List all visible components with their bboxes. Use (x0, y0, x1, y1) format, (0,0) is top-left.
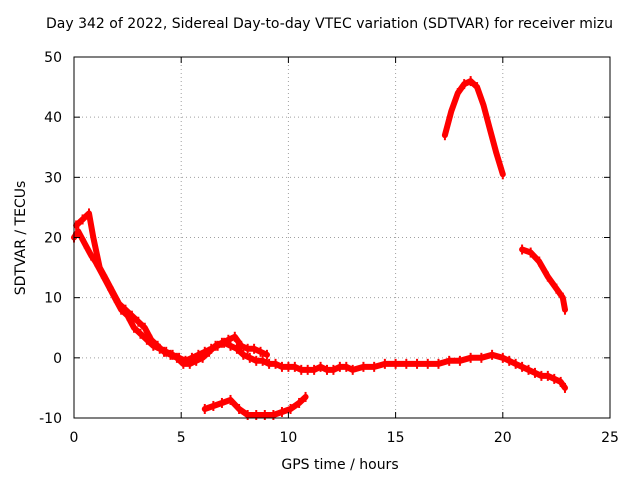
y-tick-label: 0 (53, 351, 62, 367)
x-tick-label: 20 (494, 430, 512, 446)
y-tick-label: 50 (44, 50, 62, 66)
x-tick-label: 15 (387, 430, 405, 446)
grid (74, 57, 610, 418)
series-main-decay-band (71, 228, 568, 391)
series-upper-decay-band (73, 210, 270, 367)
y-tick-label: 10 (44, 291, 62, 307)
x-tick-label: 10 (279, 430, 297, 446)
series-evening-arc (441, 78, 506, 178)
y-tick-label: -10 (39, 411, 62, 427)
y-tick-label: 40 (44, 110, 62, 126)
x-tick-label: 0 (70, 430, 79, 446)
axes: 0 5 10 15 20 25 -10 0 10 20 30 40 50 (39, 50, 619, 446)
series-late-descending-segment (519, 246, 568, 313)
series-group (71, 76, 568, 420)
x-tick-label: 25 (601, 430, 619, 446)
x-tick-label: 5 (177, 430, 186, 446)
chart-title: Day 342 of 2022, Sidereal Day-to-day VTE… (46, 16, 613, 32)
y-tick-label: 30 (44, 170, 62, 186)
x-axis-label: GPS time / hours (281, 457, 399, 473)
y-tick-label: 20 (44, 231, 62, 247)
